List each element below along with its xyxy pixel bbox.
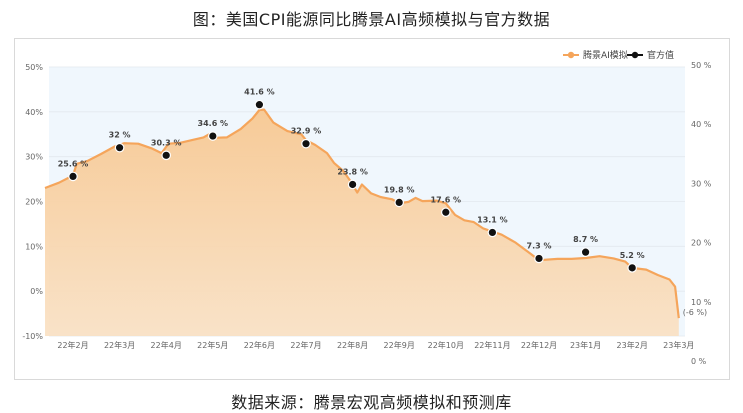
y-left-tick-label: 50% (25, 63, 43, 72)
data-source-note: 数据来源：腾景宏观高频模拟和预测库 (231, 393, 512, 412)
y-right-tick-label: 40 % (691, 120, 712, 129)
model-end-label: (-6 %) (683, 308, 707, 317)
official-point (208, 131, 218, 141)
y-left-tick-label: 30% (25, 153, 43, 162)
y-left-axis-ticks: 50% 40% 30% 20% 10% 0% -10% (22, 63, 43, 341)
official-point (394, 197, 404, 208)
x-tick-label: 22年2月 (57, 340, 88, 350)
official-value-label: 34.6 % (198, 119, 229, 128)
x-tick-label: 22年7月 (290, 340, 321, 350)
x-tick-label: 22年12月 (521, 340, 557, 350)
y-right-axis-ticks: 50 % 40 % 30 % 20 % 10 % 0 % (691, 61, 712, 366)
chart-title: 图：美国CPI能源同比腾景AI高频模拟与官方数据 (192, 10, 551, 29)
y-right-tick-label: 10 % (691, 298, 712, 307)
x-tick-label: 22年10月 (428, 340, 464, 350)
official-points: 25.6 % 32 % 30.3 % 34.6 % 41.6 % 32.9 % 23.8 %… (58, 88, 645, 273)
y-left-tick-label: 0% (30, 287, 43, 296)
official-point (68, 171, 78, 182)
x-axis-ticks: 22年2月 22年3月 22年4月 22年5月 22年6月 22年7月 22年8月 22年9月… (57, 340, 694, 350)
y-left-tick-label: 40% (25, 108, 43, 117)
official-value-label: 17.6 % (431, 195, 462, 204)
model-area (45, 109, 679, 336)
y-right-tick-label: 30 % (691, 179, 712, 188)
official-point (161, 150, 171, 161)
x-tick-label: 23年1月 (570, 340, 601, 350)
x-tick-label: 22年8月 (337, 340, 368, 350)
official-value-label: 8.7 % (573, 235, 598, 244)
official-value-label: 23.8 % (337, 167, 368, 176)
official-point (440, 207, 451, 218)
official-point (580, 247, 591, 257)
x-tick-label: 22年3月 (104, 340, 135, 350)
y-right-tick-label: 0 % (691, 357, 707, 366)
chart-panel: (-6 %) 22年2月 22年3月 22年4月 22年5月 22年6月 22年7月 22年… (14, 38, 730, 380)
model-area-layer: (-6 %) (44, 108, 707, 336)
x-tick-label: 22年11月 (474, 340, 510, 350)
y-left-tick-label: 20% (25, 198, 43, 207)
x-tick-label: 22年6月 (244, 340, 275, 350)
official-value-label: 25.6 % (58, 159, 89, 168)
x-tick-label: 22年4月 (151, 340, 182, 350)
x-tick-label: 22年5月 (197, 340, 228, 350)
official-point (254, 99, 265, 110)
official-value-label: 5.2 % (620, 251, 645, 260)
official-point (487, 227, 498, 238)
legend-model-marker (567, 51, 575, 59)
legend-model-label: 腾景AI模拟 (583, 49, 628, 61)
y-right-tick-label: 20 % (691, 239, 712, 248)
x-tick-label: 23年2月 (617, 340, 648, 350)
legend: 腾景AI模拟 官方值 (563, 49, 674, 61)
y-left-tick-label: 10% (25, 242, 43, 251)
y-right-tick-label: 50 % (691, 61, 712, 70)
model-line (44, 108, 680, 319)
official-point (534, 253, 544, 264)
legend-official-marker (631, 51, 639, 59)
official-value-label: 41.6 % (244, 88, 275, 97)
legend-official-label: 官方值 (647, 49, 674, 61)
cpi-energy-chart: (-6 %) 22年2月 22年3月 22年4月 22年5月 22年6月 22年7月 22年… (22, 49, 712, 366)
official-value-label: 13.1 % (477, 215, 508, 224)
official-point (114, 142, 125, 153)
official-value-label: 30.3 % (151, 138, 182, 147)
official-point (301, 138, 311, 149)
official-value-label: 32 % (109, 131, 131, 140)
official-value-label: 7.3 % (527, 241, 552, 250)
x-tick-label: 23年3月 (663, 340, 694, 350)
official-value-label: 19.8 % (384, 185, 415, 194)
official-point (347, 179, 358, 190)
official-point (627, 263, 637, 273)
official-value-label: 32.9 % (291, 127, 322, 136)
y-left-tick-label: -10% (22, 332, 43, 341)
x-tick-label: 22年9月 (384, 340, 415, 350)
